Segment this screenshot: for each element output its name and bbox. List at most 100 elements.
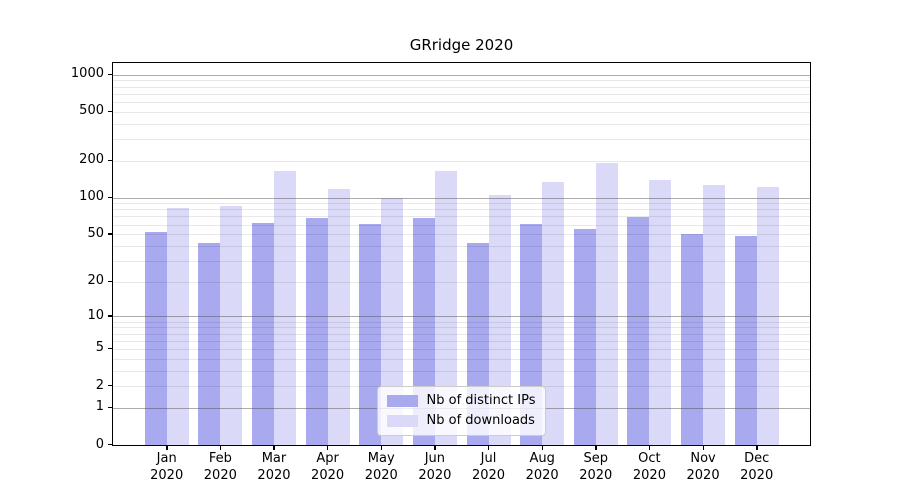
- minor-gridline: [113, 209, 810, 211]
- legend-swatch-distinct-ips: [386, 395, 418, 407]
- x-tick-label: Jul 2020: [471, 451, 506, 483]
- bar-downloads: [703, 184, 726, 445]
- minor-gridline: [113, 224, 810, 226]
- bar-downloads: [166, 208, 189, 445]
- major-gridline: [113, 74, 810, 76]
- x-tick-label: Apr 2020: [311, 451, 345, 483]
- minor-gridline: [113, 281, 810, 283]
- y-tick-mark: [108, 385, 113, 387]
- legend-label: Nb of distinct IPs: [426, 393, 536, 408]
- bar-distinct-ips: [734, 236, 757, 445]
- bar-downloads: [756, 186, 779, 445]
- minor-gridline: [113, 123, 810, 125]
- x-tick-mark: [648, 445, 651, 450]
- legend-item: Nb of distinct IPs: [386, 393, 536, 408]
- y-tick-mark: [108, 444, 113, 446]
- y-tick-mark: [108, 110, 113, 113]
- bar-downloads: [434, 170, 457, 445]
- minor-gridline: [113, 340, 810, 342]
- y-tick-mark: [108, 347, 113, 350]
- y-tick-label: 5: [95, 340, 104, 356]
- y-tick-mark: [108, 315, 113, 317]
- bar-distinct-ips: [681, 234, 704, 445]
- x-tick-label: Jan 2020: [150, 451, 184, 483]
- bar-downloads: [595, 162, 618, 445]
- bar-downloads: [273, 170, 296, 445]
- bar-distinct-ips: [251, 222, 274, 445]
- y-tick-label: 10: [87, 307, 104, 323]
- x-tick-mark: [327, 445, 329, 450]
- bar-distinct-ips: [144, 232, 167, 445]
- x-tick-mark: [380, 445, 383, 450]
- y-tick-mark: [108, 196, 113, 198]
- chart-title: GRridge 2020: [409, 36, 514, 54]
- y-tick-label: 1: [95, 399, 104, 415]
- x-tick-mark: [273, 445, 275, 450]
- x-tick-label: Nov 2020: [686, 451, 720, 483]
- bar-downloads: [542, 181, 565, 445]
- y-tick-mark: [108, 280, 113, 283]
- minor-gridline: [113, 348, 810, 350]
- legend-swatch-downloads: [386, 415, 418, 427]
- minor-gridline: [113, 245, 810, 247]
- x-tick-label: Feb 2020: [203, 451, 237, 483]
- y-tick-label: 0: [95, 436, 104, 452]
- minor-gridline: [113, 260, 810, 262]
- bar-downloads: [381, 197, 404, 445]
- bar-distinct-ips: [359, 223, 382, 445]
- minor-gridline: [113, 234, 810, 236]
- x-tick-mark: [541, 445, 544, 450]
- y-tick-mark: [108, 73, 113, 75]
- y-tick-label: 20: [87, 273, 104, 289]
- bar-distinct-ips: [573, 229, 596, 445]
- y-tick-mark: [108, 233, 113, 235]
- x-tick-mark: [488, 445, 490, 450]
- y-tick-mark: [108, 159, 113, 161]
- x-tick-mark: [166, 445, 168, 450]
- bar-distinct-ips: [305, 217, 328, 445]
- minor-gridline: [113, 333, 810, 335]
- y-tick-label: 200: [79, 152, 104, 168]
- minor-gridline: [113, 139, 810, 140]
- x-tick-label: Dec 2020: [740, 451, 774, 483]
- minor-gridline: [113, 101, 810, 103]
- x-tick-mark: [434, 445, 436, 450]
- bar-distinct-ips: [627, 217, 650, 445]
- y-tick-label: 50: [87, 225, 104, 241]
- minor-gridline: [113, 216, 810, 218]
- bar-downloads: [649, 179, 672, 445]
- minor-gridline: [113, 111, 810, 113]
- minor-gridline: [113, 358, 810, 360]
- legend-item: Nb of downloads: [386, 413, 536, 428]
- legend: Nb of distinct IPs Nb of downloads: [376, 386, 547, 436]
- major-gridline: [113, 316, 810, 318]
- x-tick-mark: [702, 445, 704, 450]
- major-gridline: [113, 197, 810, 199]
- x-tick-label: Sep 2020: [579, 451, 613, 483]
- x-tick-label: Jun 2020: [418, 451, 452, 483]
- x-tick-mark: [756, 445, 758, 450]
- y-tick-label: 2: [95, 377, 104, 393]
- bar-downloads: [488, 195, 511, 445]
- x-tick-label: Mar 2020: [257, 451, 291, 483]
- x-tick-label: Aug 2020: [525, 451, 559, 483]
- y-tick-mark: [108, 406, 113, 409]
- x-tick-label: Oct 2020: [632, 451, 666, 483]
- bar-distinct-ips: [198, 243, 221, 445]
- bar-downloads: [327, 188, 350, 445]
- y-tick-label: 1000: [70, 66, 104, 82]
- minor-gridline: [113, 160, 810, 162]
- y-tick-label: 100: [79, 189, 104, 205]
- minor-gridline: [113, 203, 810, 205]
- minor-gridline: [113, 321, 810, 323]
- minor-gridline: [113, 370, 810, 372]
- legend-label: Nb of downloads: [426, 413, 535, 428]
- x-tick-mark: [219, 445, 222, 450]
- plot-area: Nb of distinct IPs Nb of downloads: [112, 62, 811, 446]
- bar-downloads: [220, 205, 243, 445]
- x-tick-mark: [595, 445, 597, 450]
- minor-gridline: [113, 86, 810, 88]
- minor-gridline: [113, 327, 810, 329]
- minor-gridline: [113, 80, 810, 82]
